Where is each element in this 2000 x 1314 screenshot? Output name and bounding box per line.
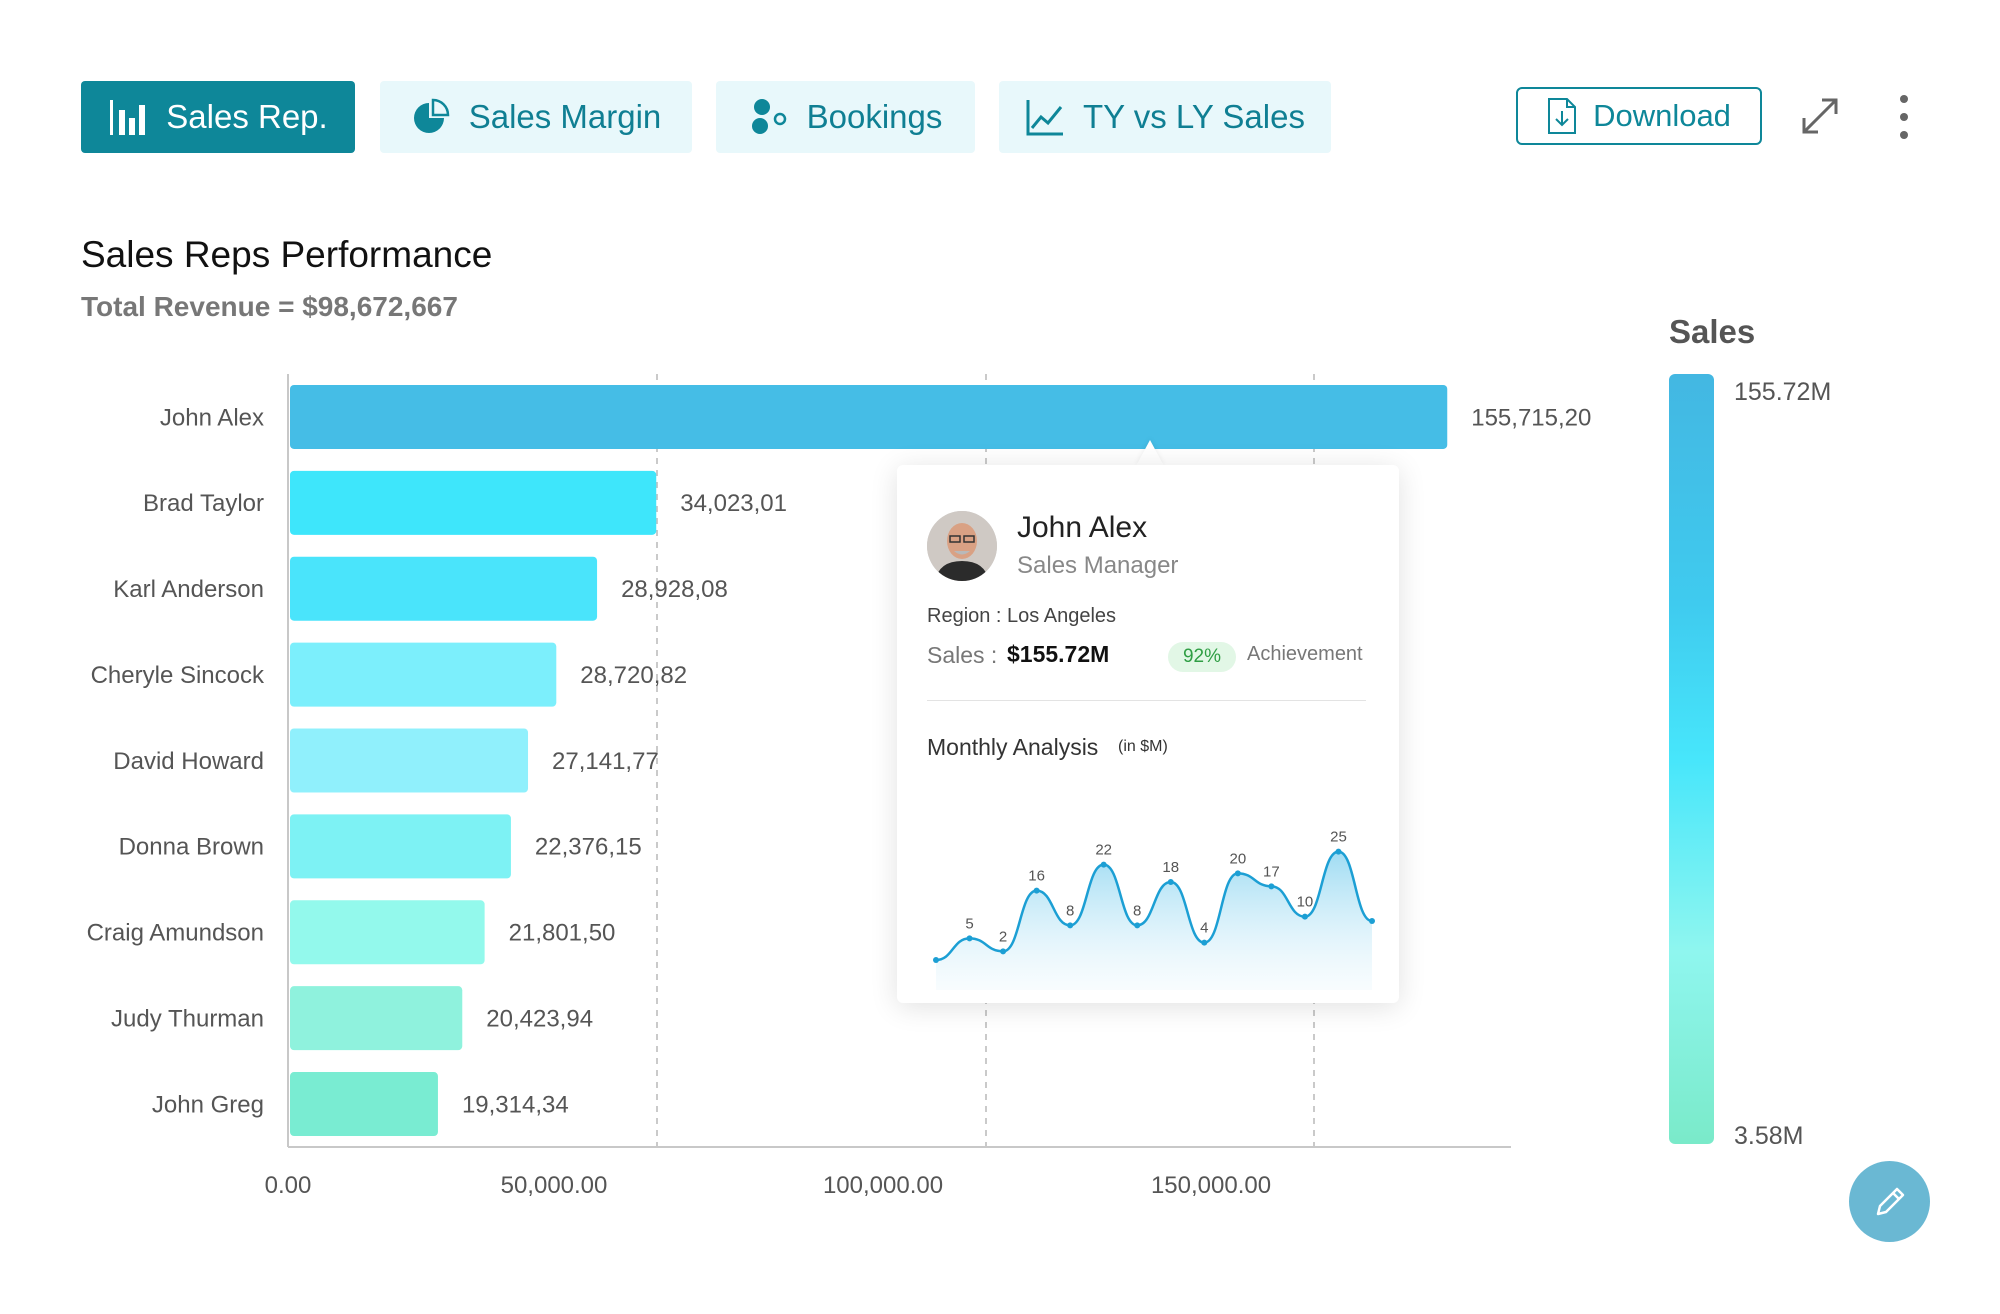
- data-point: [1100, 861, 1107, 868]
- bar-david-howard[interactable]: [290, 728, 529, 793]
- x-tick-label: 150,000.00: [1151, 1172, 1271, 1199]
- data-point: [1000, 948, 1007, 955]
- category-label: Judy Thurman: [111, 1006, 264, 1033]
- x-tick-label: 50,000.00: [501, 1172, 608, 1199]
- value-label: 22,376,15: [535, 834, 642, 861]
- area-fill: [936, 851, 1372, 990]
- data-point: [1134, 922, 1141, 929]
- tooltip-sales-label: Sales :: [927, 642, 998, 668]
- data-label: 10: [1297, 894, 1314, 911]
- x-tick-label: 100,000.00: [823, 1172, 943, 1199]
- bar-john-alex[interactable]: [290, 384, 1448, 449]
- bubbles-icon: [751, 99, 786, 134]
- tab-label: Sales Margin: [468, 98, 662, 135]
- achievement-badge: 92%: [1168, 642, 1236, 672]
- download-button[interactable]: Download: [1516, 87, 1762, 145]
- data-label: 4: [1200, 920, 1208, 937]
- data-label: 8: [1133, 902, 1141, 919]
- edit-button[interactable]: [1849, 1161, 1930, 1242]
- bar-karl-anderson[interactable]: [290, 556, 598, 621]
- legend-min-label: 3.58M: [1734, 1122, 1804, 1150]
- tab-ty-vs-ly-sales[interactable]: TY vs LY Sales: [999, 81, 1331, 153]
- tab-bookings[interactable]: Bookings: [716, 81, 975, 153]
- data-label: 16: [1028, 868, 1045, 885]
- tab-label: TY vs LY Sales: [1083, 98, 1305, 135]
- category-label: Donna Brown: [119, 834, 264, 861]
- value-label: 28,720,82: [580, 662, 687, 689]
- legend-title: Sales: [1669, 313, 1756, 350]
- value-label: 20,423,94: [486, 1006, 593, 1033]
- data-point: [1268, 883, 1275, 890]
- legend-max-label: 155.72M: [1734, 378, 1832, 406]
- category-label: David Howard: [113, 748, 264, 775]
- category-label: John Greg: [152, 1091, 264, 1118]
- tooltip-caret: [1136, 440, 1164, 466]
- category-label: Cheryle Sincock: [91, 662, 265, 689]
- data-label: 8: [1066, 902, 1074, 919]
- category-label: Karl Anderson: [113, 576, 264, 603]
- avatar: [927, 511, 997, 581]
- tooltip-divider: [927, 700, 1366, 701]
- bar-john-greg[interactable]: [290, 1072, 438, 1137]
- tab-sales-margin[interactable]: Sales Margin: [380, 81, 692, 153]
- monthly-analysis-unit: (in $M): [1118, 738, 1168, 755]
- category-label: Brad Taylor: [143, 490, 264, 517]
- data-label: 20: [1230, 850, 1247, 867]
- data-point: [1067, 922, 1074, 929]
- tooltip-region: Region : Los Angeles: [927, 605, 1117, 627]
- value-label: 21,801,50: [509, 920, 616, 947]
- download-label: Download: [1593, 98, 1731, 133]
- data-point: [1033, 887, 1040, 894]
- tab-label: Sales Rep.: [166, 98, 328, 135]
- data-label: 25: [1330, 829, 1347, 846]
- pencil-icon: [1876, 1187, 1904, 1215]
- data-point: [1201, 939, 1208, 946]
- value-label: 27,141,77: [552, 748, 659, 775]
- data-label: 18: [1162, 859, 1179, 876]
- monthly-analysis-title: Monthly Analysis: [927, 734, 1099, 760]
- data-point: [1369, 918, 1375, 924]
- chart-title: Sales Reps Performance: [81, 234, 493, 275]
- pie-chart-icon: [413, 98, 449, 133]
- data-label: 17: [1263, 863, 1280, 880]
- data-label: 5: [965, 915, 973, 932]
- tooltip-role: Sales Manager: [1017, 552, 1179, 579]
- x-tick-label: 0.00: [265, 1172, 312, 1199]
- tooltip-name: John Alex: [1017, 511, 1148, 544]
- bar-craig-amundson[interactable]: [290, 900, 485, 965]
- value-label: 19,314,34: [462, 1091, 569, 1118]
- bar-donna-brown[interactable]: [290, 814, 511, 879]
- expand-icon[interactable]: [1800, 96, 1840, 136]
- file-download-icon: [1548, 98, 1577, 134]
- tab-label: Bookings: [806, 98, 943, 135]
- data-label: 2: [999, 928, 1007, 945]
- tab-sales-rep[interactable]: Sales Rep.: [81, 81, 355, 153]
- data-point: [1301, 913, 1308, 920]
- data-point: [966, 935, 973, 942]
- bar-cheryle-sincock[interactable]: [290, 642, 557, 707]
- category-label: John Alex: [160, 404, 264, 431]
- bar-brad-taylor[interactable]: [290, 470, 657, 535]
- data-point: [1234, 870, 1241, 877]
- chart-subtitle: Total Revenue = $98,672,667: [81, 291, 458, 322]
- value-label: 28,928,08: [621, 576, 728, 603]
- monthly-area-chart: 5 2 16 8 22 8 18 4 20 17 10 25: [933, 829, 1375, 990]
- bar-judy-thurman[interactable]: [290, 986, 463, 1051]
- data-point: [1167, 879, 1174, 885]
- category-label: Craig Amundson: [87, 920, 264, 947]
- tooltip-sales-value: $155.72M: [1007, 641, 1110, 667]
- value-label: 155,715,20: [1471, 404, 1591, 431]
- achievement-label: Achievement: [1247, 643, 1363, 665]
- value-label: 34,023,01: [680, 490, 787, 517]
- color-scale-bar: [1669, 374, 1714, 1144]
- data-label: 22: [1095, 842, 1112, 859]
- data-point: [933, 957, 939, 963]
- line-chart-icon: [1026, 100, 1064, 136]
- more-vertical-icon[interactable]: [1894, 94, 1914, 140]
- bar-chart-icon: [110, 100, 146, 135]
- data-point: [1335, 848, 1342, 855]
